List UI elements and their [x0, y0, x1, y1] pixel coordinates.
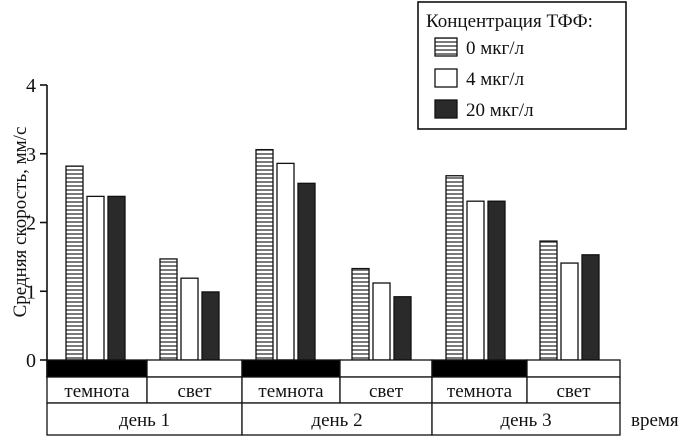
bar-hatched-1: [65, 165, 84, 361]
category-label: свет: [177, 381, 212, 402]
day-cell: [431, 402, 621, 436]
category-label: темнота: [64, 381, 130, 402]
bar-hatched-3: [255, 148, 274, 361]
phase-strip-light: [339, 359, 433, 378]
category-cell: [241, 376, 341, 404]
bar-hatched-2: [159, 258, 178, 361]
bar-dark-2: [201, 291, 220, 361]
phase-strip-light: [146, 359, 243, 378]
bar-white-4: [372, 282, 391, 361]
legend-label: 4 мкг/л: [466, 69, 525, 90]
y-tick-label: 1: [26, 281, 36, 303]
legend-swatch-dark: [434, 99, 458, 119]
bar-dark-6: [581, 254, 600, 361]
legend-swatch-white: [434, 68, 458, 88]
y-axis-title: Средняя скорость, мм/с: [10, 127, 31, 318]
bar-white-1: [86, 195, 105, 361]
bar-dark-5: [487, 200, 506, 361]
category-label: темнота: [258, 381, 324, 402]
legend-swatch-hatched: [434, 37, 458, 57]
phase-strip-light: [526, 359, 621, 378]
bar-dark-4: [393, 296, 412, 361]
category-label: свет: [369, 381, 404, 402]
category-label: темнота: [447, 381, 513, 402]
phase-strip-dark: [241, 359, 341, 378]
phase-strip-dark: [46, 359, 148, 378]
category-label: свет: [556, 381, 591, 402]
phase-strip-dark: [431, 359, 528, 378]
bar-dark-3: [297, 182, 316, 361]
legend-title: Концентрация ТФФ:: [426, 11, 593, 32]
category-cell: [431, 376, 528, 404]
day-label: день 1: [119, 410, 170, 431]
day-label: день 3: [500, 410, 551, 431]
category-cell: [146, 376, 243, 404]
y-tick-label: 3: [26, 144, 36, 166]
bar-hatched-6: [539, 240, 558, 361]
bar-white-3: [276, 162, 295, 361]
legend-label: 0 мкг/л: [466, 38, 525, 59]
day-label: день 2: [311, 410, 362, 431]
y-tick-label: 2: [26, 213, 36, 235]
x-axis-title: время: [631, 410, 679, 431]
y-tick-label: 4: [26, 75, 36, 97]
bar-dark-1: [107, 195, 126, 361]
bar-white-5: [466, 200, 485, 361]
y-tick-label: 0: [26, 350, 36, 372]
bar-white-6: [560, 262, 579, 361]
bar-hatched-5: [445, 175, 464, 361]
category-cell: [526, 376, 621, 404]
bar-hatched-4: [351, 267, 370, 361]
bar-white-2: [180, 277, 199, 361]
legend-label: 20 мкг/л: [466, 100, 534, 121]
